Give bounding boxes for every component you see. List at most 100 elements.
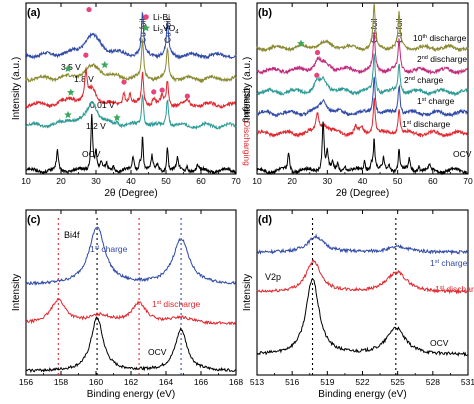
x-tick-label: 528 bbox=[426, 377, 440, 387]
legend-li3vo4-marker bbox=[142, 23, 150, 32]
li3vo4-marker bbox=[100, 60, 109, 69]
x-tick-label: 531 bbox=[461, 377, 474, 387]
x-tick-label: 50 bbox=[161, 176, 171, 186]
series-label: 1st discharge bbox=[152, 299, 201, 309]
cu-foil-label: Cu-foil bbox=[394, 18, 404, 43]
discharging-label: Discharging bbox=[242, 121, 252, 166]
legend-li-bi-marker bbox=[143, 14, 149, 20]
series-label: OCV bbox=[453, 149, 472, 159]
spectrum-annotation: V2p bbox=[265, 272, 281, 282]
series-line-ocv bbox=[25, 113, 237, 175]
series-label: 10th discharge bbox=[413, 33, 467, 43]
panel-label: (c) bbox=[27, 214, 41, 226]
series-label: 3.5 V bbox=[61, 62, 81, 72]
x-tick-label: 519 bbox=[320, 377, 334, 387]
panel-label: (d) bbox=[258, 214, 272, 226]
x-tick-label: 168 bbox=[229, 377, 243, 387]
li-bi-marker bbox=[121, 79, 127, 85]
series-label: 2nd charge bbox=[404, 75, 443, 85]
series-line-2nd-discharge bbox=[256, 31, 469, 76]
x-tick-label: 164 bbox=[159, 377, 173, 387]
series-line-1st-discharge bbox=[26, 298, 237, 326]
series-label: 1st charge bbox=[430, 258, 468, 268]
plot-frame bbox=[25, 209, 237, 376]
panel-b: Cu-foil Cu-foil 10th discharge 2nd discharg… bbox=[242, 2, 473, 199]
x-axis-label: Binding energy (eV) bbox=[318, 389, 406, 400]
series-line-3-5-v bbox=[25, 11, 237, 60]
series-line-1st-discharge bbox=[256, 259, 469, 295]
y-axis-label: Intensity bbox=[242, 274, 253, 311]
x-tick-label: 156 bbox=[19, 377, 33, 387]
series-line-ocv bbox=[256, 278, 469, 357]
x-tick-label: 20 bbox=[287, 176, 297, 186]
x-tick-label: 70 bbox=[463, 176, 473, 186]
x-axis-label: 2θ (Degree) bbox=[104, 188, 157, 199]
li-bi-marker bbox=[83, 52, 89, 58]
series-label: 0.01 V bbox=[90, 100, 115, 110]
series-line-0-01-v bbox=[25, 68, 237, 109]
y-axis-label: Intensity (a.u.) bbox=[242, 57, 253, 120]
li3vo4-marker bbox=[113, 113, 121, 121]
legend-label: Li3VO4 bbox=[153, 23, 179, 36]
li3vo4-marker bbox=[297, 39, 305, 47]
series-label: OCV bbox=[82, 149, 101, 159]
spectrum-annotation: Bi4f bbox=[64, 230, 80, 240]
x-tick-label: 516 bbox=[285, 377, 299, 387]
legend-label: Li-Bi bbox=[153, 12, 170, 22]
series-label: 2nd discharge bbox=[417, 54, 467, 64]
y-axis-label: Intensity (a.u.) bbox=[11, 57, 22, 120]
series-label: 1.2 V bbox=[86, 121, 106, 131]
x-tick-label: 166 bbox=[194, 377, 208, 387]
panel-a: Cu-foil Cu-foil 3.5 V 1.8 V 0.01 V 1.2 V OCV 10… bbox=[11, 2, 252, 199]
series-label: 1st discharge bbox=[402, 119, 451, 129]
cu-foil-label: Cu-foil bbox=[138, 18, 148, 43]
series-line-1-2-v bbox=[25, 93, 237, 131]
x-axis-label: Binding energy (eV) bbox=[87, 389, 175, 400]
x-tick-label: 513 bbox=[250, 377, 264, 387]
x-tick-label: 50 bbox=[393, 176, 403, 186]
x-axis-label: 2θ (Degree) bbox=[336, 188, 389, 199]
plot-frame bbox=[25, 2, 237, 175]
li-bi-marker bbox=[86, 6, 92, 13]
series-line-ocv bbox=[25, 316, 237, 374]
series-line-1-8-v bbox=[25, 37, 237, 84]
x-tick-label: 60 bbox=[428, 176, 438, 186]
x-tick-label: 158 bbox=[54, 377, 68, 387]
series-label: OCV bbox=[430, 338, 449, 348]
x-tick-label: 30 bbox=[323, 176, 333, 186]
x-tick-label: 60 bbox=[196, 176, 206, 186]
panel-c: 1st charge 1st discharge OCV 156 158 160 162 16… bbox=[11, 209, 243, 400]
cu-foil-label: Cu-foil bbox=[369, 18, 379, 43]
series-line-1st-charge bbox=[256, 233, 469, 256]
x-tick-label: 160 bbox=[89, 377, 103, 387]
x-tick-label: 162 bbox=[124, 377, 138, 387]
li-bi-marker bbox=[184, 93, 190, 99]
x-tick-label: 10 bbox=[21, 176, 31, 186]
li3vo4-marker bbox=[64, 64, 72, 72]
x-tick-label: 40 bbox=[126, 176, 136, 186]
x-tick-label: 525 bbox=[391, 377, 405, 387]
series-line-1st-charge bbox=[25, 226, 236, 287]
x-tick-label: 70 bbox=[231, 176, 241, 186]
y-axis-label: Intensity bbox=[11, 274, 22, 311]
cu-foil-label: Cu-foil bbox=[162, 18, 172, 43]
x-tick-label: 10 bbox=[252, 176, 262, 186]
series-label: 1st discharge bbox=[435, 284, 474, 294]
panel-label: (a) bbox=[27, 7, 41, 19]
series-line-2nd-charge bbox=[256, 53, 469, 97]
series-label: OCV bbox=[148, 347, 167, 357]
li-bi-marker bbox=[314, 49, 321, 56]
li3vo4-marker bbox=[64, 110, 72, 119]
x-tick-label: 20 bbox=[56, 176, 66, 186]
panel-d: 1st charge 1st discharge OCV 513 516 519 522 52… bbox=[242, 209, 474, 400]
series-line-10th-discharge bbox=[256, 3, 469, 53]
x-tick-label: 40 bbox=[358, 176, 368, 186]
panel-label: (b) bbox=[258, 7, 272, 19]
x-tick-label: 30 bbox=[91, 176, 101, 186]
li-bi-marker bbox=[159, 87, 165, 93]
series-line-1st-charge bbox=[256, 76, 469, 118]
charging-label: Charging bbox=[242, 88, 252, 123]
x-tick-label: 522 bbox=[355, 377, 369, 387]
li-bi-marker bbox=[314, 72, 320, 78]
